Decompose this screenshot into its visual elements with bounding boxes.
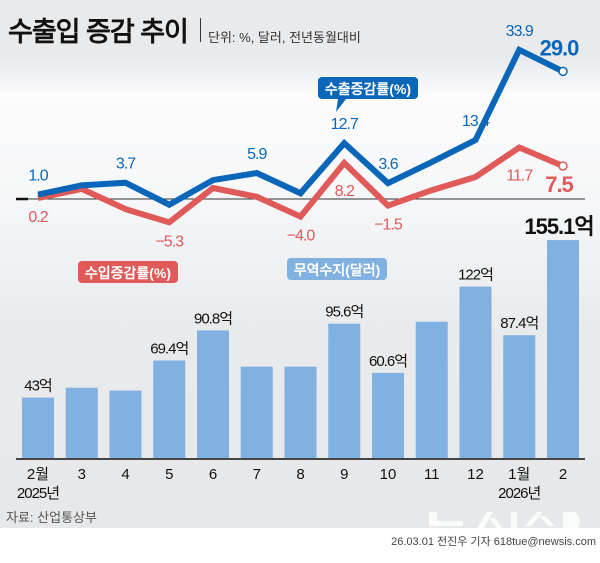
bar-5	[240, 366, 273, 458]
title-divider	[200, 18, 201, 42]
series-0-label-8: 3.6	[378, 156, 398, 173]
x-tick-label-4: 6	[209, 466, 217, 483]
series-1-label-3: −5.3	[155, 233, 184, 250]
series-1-label-12: 7.5	[545, 172, 573, 197]
series-1-label-0: 0.2	[28, 209, 48, 226]
trade-balance-legend-box	[287, 258, 387, 280]
credit-note: 26.03.01 전진우 기자 618tue@newsis.com	[391, 536, 596, 548]
series-0-label-2: 3.7	[116, 156, 136, 173]
x-tick-label-12: 2	[559, 466, 567, 483]
bar-6	[284, 366, 317, 458]
series-end-marker-1	[558, 161, 568, 171]
x-tick-label-10: 12	[467, 466, 484, 483]
source-note: 자료: 산업통상부	[6, 510, 97, 525]
import-legend-box	[78, 261, 178, 283]
x-tick-label-0: 2월	[27, 466, 49, 483]
bar-3	[153, 360, 186, 458]
x-tick-label-3: 5	[165, 466, 173, 483]
bar-7	[328, 323, 361, 458]
x-tick-label-8: 10	[380, 466, 397, 483]
trade-balance-legend: 무역수지(달러)	[294, 262, 381, 278]
year-label-11: 2026년	[498, 485, 540, 502]
x-tick-label-9: 11	[424, 466, 440, 483]
x-tick-label-2: 4	[121, 466, 129, 483]
bar-label-3: 69.4억	[150, 340, 188, 357]
series-line-0	[37, 45, 565, 209]
bar-label-10: 122억	[458, 267, 493, 284]
bar-label-8: 60.6억	[369, 353, 407, 370]
bar-label-7: 95.6억	[325, 304, 363, 321]
bar-10	[459, 286, 492, 458]
series-end-marker-0	[558, 66, 568, 77]
x-tick-label-5: 7	[253, 466, 261, 483]
bar-11	[503, 335, 536, 458]
bar-label-12: 155.1억	[524, 214, 593, 239]
x-tick-label-1: 3	[78, 466, 86, 483]
bar-2	[109, 390, 142, 458]
bar-label-0: 43억	[24, 378, 52, 395]
series-0-label-5: 5.9	[247, 146, 267, 163]
bar-4	[197, 330, 229, 458]
bar-1	[65, 387, 98, 458]
newsis-watermark-logo	[425, 512, 580, 532]
series-line-1	[37, 144, 565, 226]
series-1-label-11: 11.7	[506, 168, 533, 185]
bar-8	[372, 372, 404, 458]
export-legend-box	[318, 77, 418, 99]
series-0-label-0: 1.0	[28, 168, 48, 185]
bar-12	[547, 240, 579, 458]
export-legend: 수출증감률(%)	[325, 81, 411, 97]
series-1-label-7: 8.2	[335, 183, 355, 200]
x-tick-label-7: 9	[340, 466, 348, 483]
x-tick-label-6: 8	[296, 466, 304, 483]
year-label-0: 2025년	[17, 485, 59, 502]
bar-label-4: 90.8억	[194, 310, 232, 327]
export-legend-pointer	[336, 99, 346, 112]
bar-0	[22, 397, 54, 458]
series-0-label-7: 12.7	[331, 116, 359, 133]
chart-title: 수출입 증감 추이	[8, 17, 189, 47]
series-0-label-11: 33.9	[506, 23, 534, 40]
bar-9	[415, 321, 448, 458]
bar-label-11: 87.4억	[500, 315, 538, 332]
x-tick-label-11: 1월	[508, 466, 530, 483]
unit-note: 단위: %, 달러, 전년동월대비	[208, 30, 361, 45]
series-1-label-8: −1.5	[374, 217, 403, 234]
import-legend: 수입증감률(%)	[85, 265, 171, 281]
series-0-label-10: 13.4	[462, 113, 490, 130]
series-0-label-12: 29.0	[540, 35, 580, 60]
series-1-label-6: −4.0	[287, 228, 316, 245]
